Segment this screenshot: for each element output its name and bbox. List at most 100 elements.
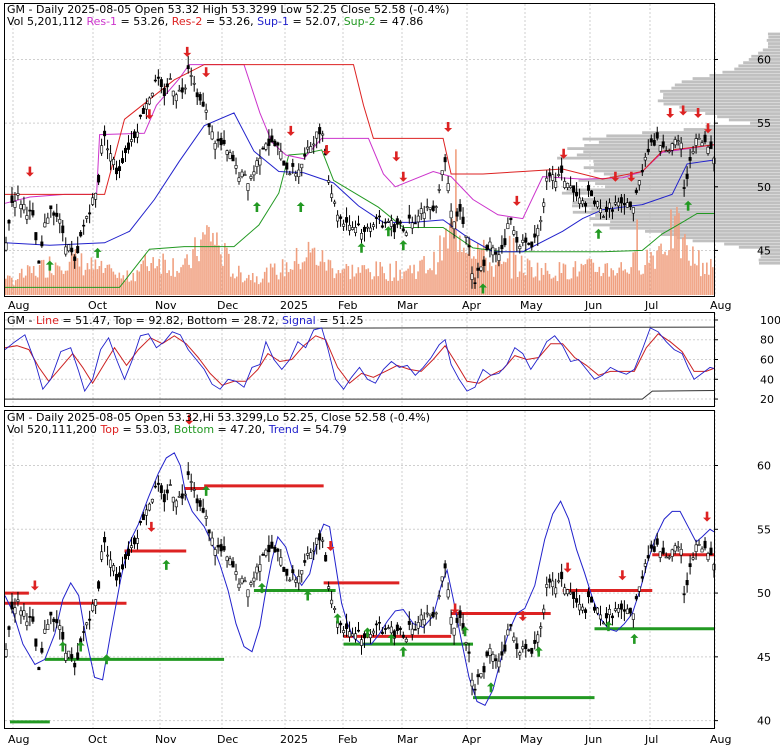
volume-bar <box>34 275 37 295</box>
price-bar-body <box>240 578 244 584</box>
volume-bar <box>548 274 551 295</box>
profile-bar <box>748 58 780 61</box>
volume-bar <box>502 261 505 295</box>
x-tick-label-2025: 2025 <box>280 299 308 312</box>
price-bar-body <box>590 596 594 603</box>
price-bar-body <box>392 630 396 639</box>
profile-bar <box>583 198 780 201</box>
price-bar-body <box>318 533 322 541</box>
price-x-ticks: Aug Oct Nov Dec 2025 Feb Mar Apr May Jun Jul Aug <box>8 299 731 312</box>
volume-bar <box>333 278 336 295</box>
price-bar-body <box>19 204 23 210</box>
profile-bar <box>677 236 780 240</box>
profile-bar <box>589 217 780 221</box>
volume-bar <box>369 272 372 295</box>
price-bar-body <box>685 173 689 179</box>
volume-bar <box>315 264 318 295</box>
price-bar-body <box>458 610 462 618</box>
profile-bar <box>572 201 780 205</box>
volume-bar <box>688 260 690 295</box>
price-bar-body <box>234 165 238 169</box>
price-bar-body <box>162 88 166 97</box>
price-bar-body <box>524 643 528 650</box>
price-bar-body <box>258 564 262 572</box>
volume-bar <box>116 277 119 295</box>
price-bar-body <box>557 174 561 176</box>
price-bar-body <box>213 549 217 556</box>
profile-bar <box>593 194 780 198</box>
volume-bar <box>26 265 29 295</box>
price-bar-body <box>467 651 471 654</box>
price-bar-body <box>518 245 522 250</box>
volume-bar <box>66 270 69 295</box>
price-bar-body <box>106 554 110 557</box>
volume-bar <box>610 268 613 295</box>
volume-bar <box>650 252 652 295</box>
volume-bar <box>558 262 561 295</box>
price-bar-body <box>147 503 151 511</box>
price-bar-body <box>434 612 438 615</box>
price-bar-body <box>273 546 277 553</box>
price-bar-body <box>443 563 447 569</box>
volume-bar <box>210 241 212 295</box>
volume-bar <box>522 272 525 295</box>
price-bar-body <box>228 152 232 159</box>
price-bar-body <box>309 552 313 559</box>
volume-bar <box>562 263 565 295</box>
price-bar-body <box>551 174 555 181</box>
volume-bar <box>230 276 232 295</box>
price-bar-body <box>138 520 142 523</box>
volume-bar <box>319 261 322 295</box>
price-bar-body <box>664 150 668 153</box>
price-bar-body <box>377 215 381 218</box>
price-bar-body <box>667 150 671 153</box>
price-bar-body <box>449 210 453 219</box>
profile-bar <box>595 214 780 217</box>
price-down-arrow-icon <box>679 105 688 116</box>
volume-bar <box>409 265 411 295</box>
price-bar-body <box>31 616 35 622</box>
price-bar-body <box>521 239 525 243</box>
price-down-arrow-icon <box>627 171 636 182</box>
price-bar-body <box>628 201 632 208</box>
price-bar-body <box>649 544 653 549</box>
volume-bar <box>98 266 101 295</box>
volume-bar <box>624 269 626 295</box>
header-part-2: = 53.26, <box>117 15 172 28</box>
price-bar-body <box>210 131 214 140</box>
volume-bar <box>170 275 172 295</box>
volume-bar <box>178 272 180 295</box>
price-bar-body <box>103 537 107 543</box>
volume-bar <box>54 262 57 295</box>
trend-up-arrow-icon <box>202 485 211 496</box>
volume-bar <box>582 265 585 295</box>
price-bar-body <box>55 212 59 217</box>
volume-bar <box>96 269 99 295</box>
volume-bar <box>403 271 405 295</box>
price-bar-body <box>389 626 393 634</box>
trend-down-arrow-icon <box>147 521 156 532</box>
volume-bar <box>164 259 166 295</box>
price-bar-body <box>413 628 417 631</box>
profile-bar <box>606 134 780 138</box>
volume-bar <box>166 272 168 295</box>
volume-bar <box>82 275 85 295</box>
volume-bar <box>698 250 700 295</box>
res-2-line <box>5 64 715 195</box>
volume-bar <box>228 253 230 295</box>
price-bar-body <box>587 185 591 191</box>
volume-bar <box>469 239 471 295</box>
price-bar-body <box>664 556 668 559</box>
price-bar-body <box>13 607 17 615</box>
price-bar-body <box>431 205 435 211</box>
price-bar-body <box>183 87 187 90</box>
volume-bar <box>311 248 314 295</box>
volume-bar <box>295 247 298 295</box>
price-bar-body <box>76 652 80 660</box>
volume-bar <box>186 254 188 295</box>
price-bar-body <box>425 612 429 615</box>
price-bar-body <box>473 282 477 284</box>
price-panel: 45 50 55 60 Aug Oct Nov Dec 2025 Feb Mar Apr May Jun… <box>0 0 780 312</box>
volume-bar <box>28 266 31 295</box>
